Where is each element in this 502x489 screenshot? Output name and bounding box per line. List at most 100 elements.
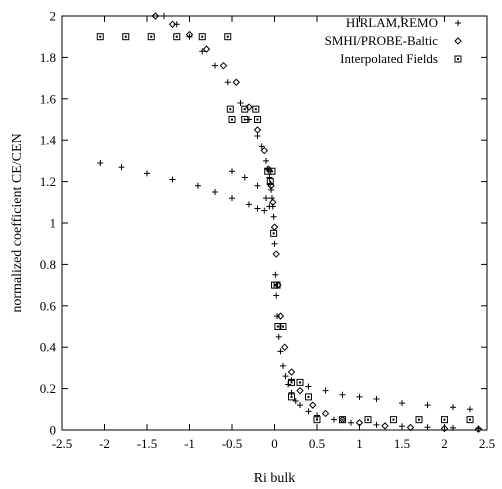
y-tick-label: 1.6 xyxy=(40,91,57,106)
data-point xyxy=(282,373,289,380)
data-point xyxy=(373,395,380,402)
data-point-dot xyxy=(243,108,246,111)
data-point xyxy=(229,195,235,202)
x-tick-label: -1.5 xyxy=(137,436,158,451)
data-point xyxy=(399,400,405,407)
data-point xyxy=(228,116,236,123)
data-point-dot xyxy=(254,108,257,111)
y-tick-label: 1 xyxy=(50,216,57,231)
data-point-dot xyxy=(226,35,229,38)
data-point-dot xyxy=(469,418,471,421)
data-point xyxy=(399,423,405,430)
data-point xyxy=(296,386,304,395)
x-tick-label: -2.5 xyxy=(52,436,73,451)
data-point xyxy=(406,423,415,432)
legend-label: Interpolated Fields xyxy=(340,51,438,66)
data-point xyxy=(450,404,456,411)
data-point xyxy=(273,292,280,299)
data-point xyxy=(273,281,281,289)
data-point xyxy=(195,182,201,189)
data-point-dot xyxy=(150,35,153,38)
data-point xyxy=(96,33,104,41)
data-point xyxy=(229,168,235,175)
legend-marker xyxy=(454,55,462,63)
y-tick-label: 0.2 xyxy=(40,381,56,396)
data-point xyxy=(219,61,228,70)
legend-marker xyxy=(454,37,462,45)
data-point xyxy=(288,378,295,386)
data-point xyxy=(237,99,244,106)
data-point xyxy=(266,174,273,181)
data-point xyxy=(287,368,296,376)
data-point xyxy=(279,323,287,330)
data-point-dot xyxy=(392,418,395,421)
data-point xyxy=(467,406,473,413)
legend-marker xyxy=(455,20,461,26)
data-point-dot xyxy=(282,325,284,328)
y-tick-label: 0 xyxy=(50,423,57,438)
y-axis-label: normalized coefficient CE/CEN xyxy=(10,133,25,312)
data-point xyxy=(272,271,279,278)
data-point-dot xyxy=(231,118,233,121)
data-point xyxy=(270,213,277,220)
data-point xyxy=(297,402,303,409)
data-point-dot xyxy=(256,118,259,121)
data-point xyxy=(241,105,249,113)
data-point-dot xyxy=(341,418,344,421)
data-point xyxy=(296,378,304,386)
data-point xyxy=(424,424,431,431)
data-point xyxy=(314,412,320,419)
x-tick-label: 1 xyxy=(356,436,363,451)
y-tick-label: 0.8 xyxy=(40,257,56,272)
data-point xyxy=(246,116,252,123)
data-point xyxy=(254,182,261,189)
data-point xyxy=(276,312,285,320)
x-tick-label: 1.5 xyxy=(394,436,410,451)
data-point xyxy=(122,33,130,41)
data-points xyxy=(96,12,483,433)
data-point-dot xyxy=(276,284,279,287)
x-tick-label: -1 xyxy=(184,436,195,451)
data-point xyxy=(272,250,280,258)
y-tick-label: 0.6 xyxy=(40,298,57,313)
data-point xyxy=(309,401,317,409)
data-point xyxy=(373,421,380,428)
data-point-dot xyxy=(243,118,246,121)
data-point xyxy=(321,409,330,418)
data-point xyxy=(313,416,321,424)
data-point xyxy=(252,105,260,113)
data-point xyxy=(254,116,261,123)
data-point xyxy=(348,419,354,426)
y-tick-label: 2 xyxy=(50,9,57,24)
data-point-dot xyxy=(299,381,301,384)
data-point xyxy=(424,402,431,409)
data-point xyxy=(322,387,329,394)
data-point xyxy=(356,393,363,400)
data-point xyxy=(258,143,265,150)
data-point xyxy=(151,12,160,20)
data-point xyxy=(266,203,273,210)
x-axis-label: Ri bulk xyxy=(254,471,296,486)
data-point-dot xyxy=(269,180,272,183)
data-point xyxy=(147,33,155,41)
y-tick-label: 1.8 xyxy=(40,50,56,65)
data-point-dot xyxy=(229,108,232,111)
data-point xyxy=(280,362,286,369)
data-point xyxy=(288,393,295,401)
data-point xyxy=(241,116,249,123)
data-point xyxy=(168,20,177,28)
legend-marker-dot xyxy=(457,58,459,60)
data-point xyxy=(270,229,278,237)
data-point xyxy=(254,133,261,140)
data-point xyxy=(339,391,346,398)
data-point xyxy=(254,205,261,212)
x-tick-label: 0 xyxy=(271,436,278,451)
data-point xyxy=(173,21,180,28)
series-2 xyxy=(96,33,474,424)
data-point xyxy=(440,424,449,433)
data-point xyxy=(364,416,372,424)
data-point xyxy=(241,174,248,181)
data-point xyxy=(186,33,193,40)
data-point-dot xyxy=(290,395,293,398)
